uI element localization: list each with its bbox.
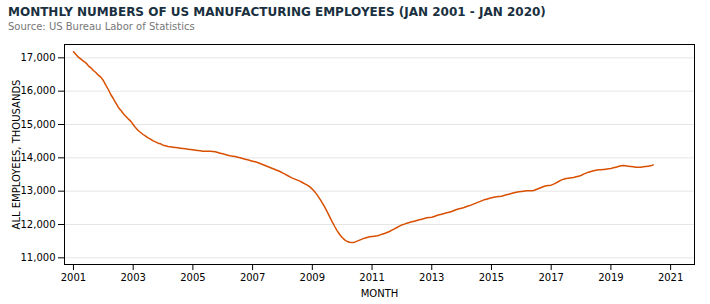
svg-text:15,000: 15,000 <box>21 119 56 130</box>
svg-text:2019: 2019 <box>598 272 623 283</box>
svg-text:2021: 2021 <box>658 272 683 283</box>
svg-text:MONTH: MONTH <box>361 288 399 299</box>
svg-text:2015: 2015 <box>479 272 504 283</box>
svg-text:2007: 2007 <box>240 272 265 283</box>
svg-text:17,000: 17,000 <box>21 52 56 63</box>
svg-text:ALL EMPLOYEES, THOUSANDS: ALL EMPLOYEES, THOUSANDS <box>11 80 22 230</box>
html-text:Source: US Bureau Labor of Sta: Source: US Bureau Labor of Statistics <box>8 21 195 32</box>
svg-text:2001: 2001 <box>61 272 86 283</box>
svg-text:14,000: 14,000 <box>21 152 56 163</box>
svg-text:11,000: 11,000 <box>21 252 56 263</box>
svg-text:12,000: 12,000 <box>21 219 56 230</box>
svg-text:13,000: 13,000 <box>21 185 56 196</box>
svg-text:2013: 2013 <box>419 272 444 283</box>
svg-text:2011: 2011 <box>359 272 384 283</box>
svg-text:2003: 2003 <box>120 272 145 283</box>
svg-text:2017: 2017 <box>538 272 563 283</box>
svg-text:2009: 2009 <box>300 272 325 283</box>
svg-text:16,000: 16,000 <box>21 85 56 96</box>
svg-text:2005: 2005 <box>180 272 205 283</box>
html-text:MONTHLY NUMBERS OF US MANUFACT: MONTHLY NUMBERS OF US MANUFACTURING EMPL… <box>8 5 546 19</box>
